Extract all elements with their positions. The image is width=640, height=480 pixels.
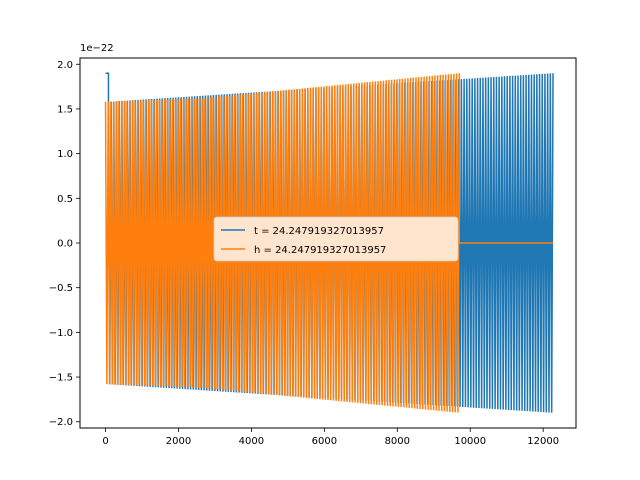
legend-box [213,216,459,262]
y-tick-label: −2.0 [49,417,73,428]
y-tick-label: 2.0 [57,60,73,71]
x-tick-label: 4000 [239,436,264,447]
y-tick-label: −1.5 [49,373,73,384]
legend: t = 24.247919327013957 h = 24.24791932701… [213,216,459,262]
y-scale-label: 1e−22 [80,43,114,54]
y-tick-label: −1.0 [49,328,73,339]
y-axis: −2.0 −1.5 −1.0 −0.5 0.0 0.5 1.0 1.5 2.0 [49,60,80,428]
x-tick-label: 10000 [454,436,486,447]
y-tick-label: 0.5 [57,194,73,205]
x-tick-label: 6000 [312,436,337,447]
plot-lines [104,72,554,413]
x-tick-label: 8000 [385,436,410,447]
x-tick-label: 0 [102,436,108,447]
y-tick-label: 1.5 [57,104,73,115]
series-line-1 [104,73,554,413]
legend-label-1: h = 24.247919327013957 [254,245,386,256]
x-tick-label: 2000 [166,436,191,447]
legend-label-0: t = 24.247919327013957 [254,226,384,237]
x-tick-label: 12000 [527,436,559,447]
y-tick-label: 0.0 [57,239,73,250]
x-axis: 0 2000 4000 6000 8000 10000 12000 [102,428,559,447]
y-tick-label: 1.0 [57,149,73,160]
y-tick-label: −0.5 [49,283,73,294]
